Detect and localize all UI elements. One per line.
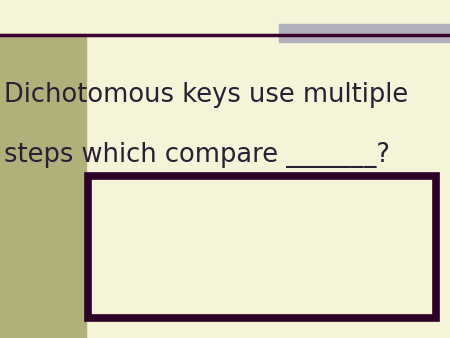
Bar	[88, 176, 436, 318]
Bar	[0, 34, 86, 338]
Text: steps which compare _______?: steps which compare _______?	[4, 143, 391, 168]
Bar	[279, 24, 450, 42]
Text: Dichotomous keys use multiple: Dichotomous keys use multiple	[4, 82, 409, 107]
